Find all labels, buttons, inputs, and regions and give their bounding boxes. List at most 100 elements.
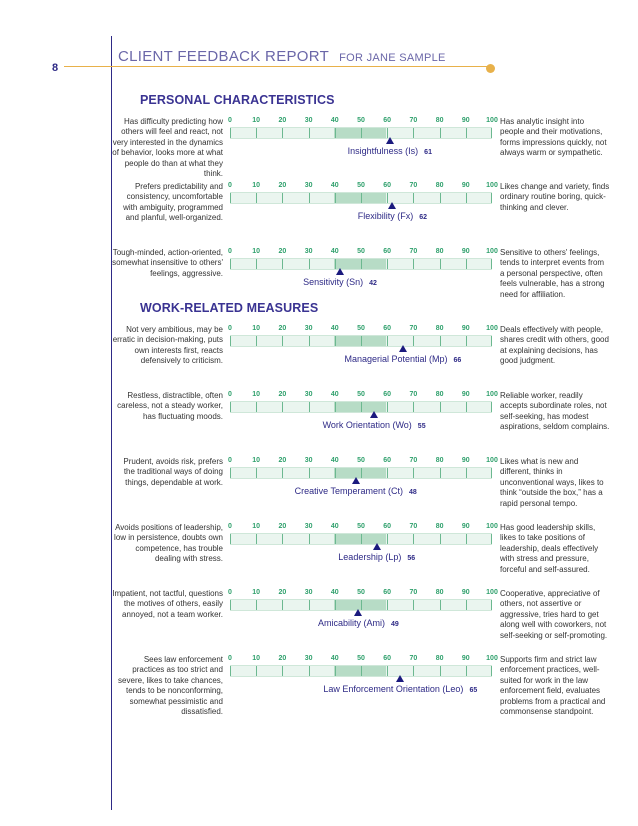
tick-label: 70 <box>409 248 418 255</box>
scale-low-description: Avoids positions of leadership, low in p… <box>114 523 223 564</box>
tick-label: 90 <box>461 182 470 189</box>
scale-gridline <box>308 193 310 203</box>
scale-gridline <box>465 259 467 269</box>
scale-gridline <box>361 402 362 412</box>
tick-label: 90 <box>461 391 470 398</box>
scale-gridline <box>361 600 362 610</box>
tick-label: 0 <box>228 523 232 530</box>
scale-high-description: Likes what is new and different, thinks … <box>500 457 604 508</box>
scale-name: Amicability (Ami) <box>317 618 385 628</box>
tick-label: 90 <box>461 457 470 464</box>
scale-gridline <box>491 128 492 138</box>
tick-label: 30 <box>304 117 313 124</box>
tick-label: 50 <box>357 457 365 464</box>
tick-label: 100 <box>486 182 498 189</box>
tick-label: 10 <box>252 391 261 398</box>
tick-label: 30 <box>304 655 313 662</box>
scale-name: Creative Temperament (Ct) <box>294 486 404 496</box>
scale-row: Prudent, avoids risk, prefers the tradit… <box>0 457 638 537</box>
tick-label: 100 <box>486 457 498 464</box>
scale-gridline <box>282 534 284 544</box>
scale-name: Work Orientation (Wo) <box>322 420 412 430</box>
scale-gridline <box>387 402 389 412</box>
scale-average-band <box>334 534 386 544</box>
scale-gridline <box>256 193 258 203</box>
scale-gridline <box>256 128 258 138</box>
tick-label: 60 <box>383 325 392 332</box>
score-marker-icon <box>398 345 407 352</box>
scale-high-description: Cooperative, appreciative of others, not… <box>500 589 608 640</box>
scale-row: Impatient, not tactful, questions the mo… <box>0 589 638 669</box>
scale-gridline <box>413 666 415 676</box>
tick-label: 60 <box>383 457 392 464</box>
tick-label: 60 <box>383 655 392 662</box>
scale-gridline <box>465 666 467 676</box>
scale-gridline <box>465 600 467 610</box>
header-rule-dot <box>486 64 495 73</box>
scale-score: 65 <box>469 687 478 694</box>
scale-bar <box>230 127 492 139</box>
tick-label: 70 <box>409 182 418 189</box>
scale-gridline <box>361 336 362 346</box>
scale-row: Tough-minded, action-oriented, somewhat … <box>0 248 638 328</box>
tick-label: 10 <box>252 325 261 332</box>
tick-label: 30 <box>304 589 313 596</box>
tick-label: 80 <box>435 589 444 596</box>
scale-gridline <box>308 534 310 544</box>
scale-bar <box>230 665 492 677</box>
scale-gridline <box>308 259 310 269</box>
scale-gridline <box>465 128 467 138</box>
scale-score: 66 <box>453 357 462 364</box>
scale-gridline <box>387 468 389 478</box>
tick-label: 100 <box>486 589 498 596</box>
score-marker-icon <box>388 202 397 209</box>
tick-label: 90 <box>461 655 470 662</box>
scale-gridline <box>334 259 336 269</box>
scale-gridline <box>308 600 310 610</box>
tick-label: 0 <box>228 117 232 124</box>
tick-label: 30 <box>304 391 313 398</box>
tick-label: 70 <box>409 391 418 398</box>
tick-label: 0 <box>228 589 232 596</box>
scale-gridline <box>334 128 336 138</box>
report-title: CLIENT FEEDBACK REPORT FOR JANE SAMPLE <box>118 48 446 65</box>
tick-label: 0 <box>228 655 232 662</box>
scale-gridline <box>361 128 362 138</box>
section-personal-characteristics: PERSONAL CHARACTERISTICS <box>140 93 335 107</box>
tick-label: 40 <box>330 589 339 596</box>
scale-gridline <box>491 259 492 269</box>
tick-label: 20 <box>278 589 287 596</box>
tick-label: 20 <box>278 391 287 398</box>
scale-gridline <box>439 128 441 138</box>
scale-low-description: Prefers predictability and consistency, … <box>123 182 223 223</box>
scale-label: Flexibility (Fx) 62 <box>358 211 427 221</box>
scale-gridline <box>256 600 258 610</box>
scale-low-description: Prudent, avoids risk, prefers the tradit… <box>123 457 223 487</box>
scale-high-description: Sensitive to others' feelings, tends to … <box>500 248 605 299</box>
tick-label: 80 <box>435 457 444 464</box>
scale-gridline <box>439 666 441 676</box>
scale-gridline <box>308 336 310 346</box>
page-number: 8 <box>52 62 59 74</box>
tick-label: 10 <box>252 523 261 530</box>
scale-name: Leadership (Lp) <box>338 552 402 562</box>
tick-label: 50 <box>357 325 365 332</box>
scale-name: Law Enforcement Orientation (Leo) <box>323 684 464 694</box>
scale-name: Insightfulness (Is) <box>347 146 419 156</box>
tick-label: 80 <box>435 182 444 189</box>
scale-gridline <box>282 468 284 478</box>
tick-label: 100 <box>486 248 498 255</box>
tick-label: 80 <box>435 391 444 398</box>
tick-label: 70 <box>409 325 418 332</box>
tick-label: 50 <box>357 182 365 189</box>
tick-label: 60 <box>383 248 392 255</box>
scale-row: Not very ambitious, may be erratic in de… <box>0 325 638 405</box>
scale-bar <box>230 335 492 347</box>
scale-gridline <box>413 402 415 412</box>
scale-label: Insightfulness (Is) 61 <box>348 146 432 156</box>
scale-gridline <box>491 402 492 412</box>
tick-label: 90 <box>461 248 470 255</box>
scale-high-description: Likes change and variety, finds ordinary… <box>500 182 610 212</box>
tick-label: 30 <box>304 182 313 189</box>
scale-average-band <box>334 468 386 478</box>
